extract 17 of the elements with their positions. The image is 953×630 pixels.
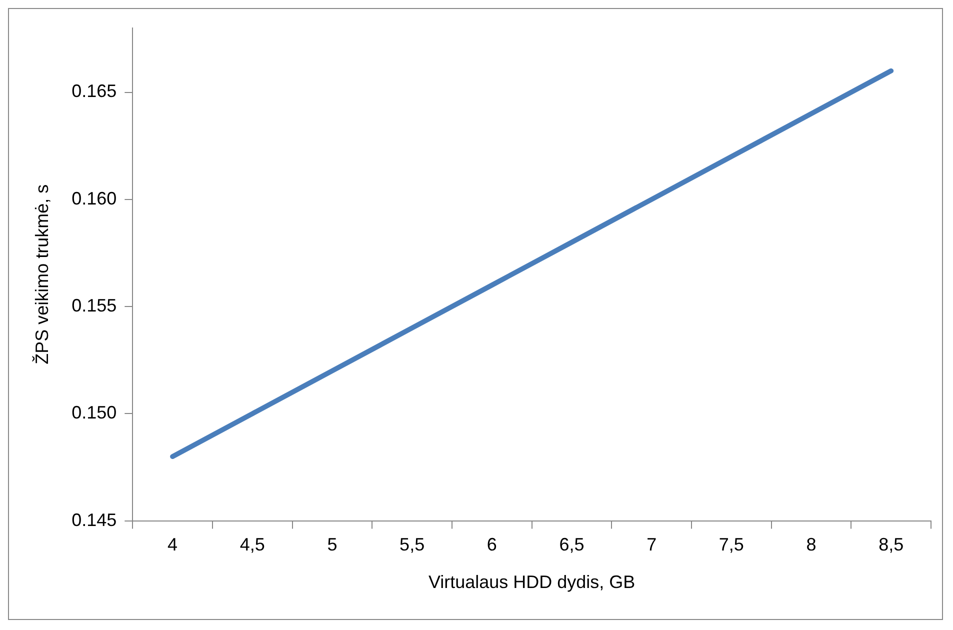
y-axis-title: ŽPS veikimo trukmė, s [32, 184, 52, 364]
x-tick-label: 4 [168, 534, 178, 555]
y-tick-label: 0.155 [72, 296, 117, 316]
x-tick-label: 4,5 [240, 534, 265, 555]
x-tick-label: 8 [806, 534, 816, 555]
x-tick-label: 5 [327, 534, 338, 555]
x-tick-label: 5,5 [400, 534, 425, 555]
x-tick-label: 7 [646, 534, 657, 555]
y-tick-label: 0.145 [72, 510, 117, 530]
y-tick-label: 0.150 [72, 402, 117, 423]
y-tick-label: 0.165 [72, 81, 117, 102]
x-tick-label: 6 [486, 534, 497, 555]
x-tick-label: 7,5 [718, 534, 744, 555]
x-axis-title: Virtualaus HDD dydis, GB [428, 572, 636, 592]
x-tick-label: 6,5 [559, 534, 584, 555]
y-tick-label: 0.160 [72, 188, 117, 208]
x-tick-label: 8,5 [878, 534, 904, 555]
